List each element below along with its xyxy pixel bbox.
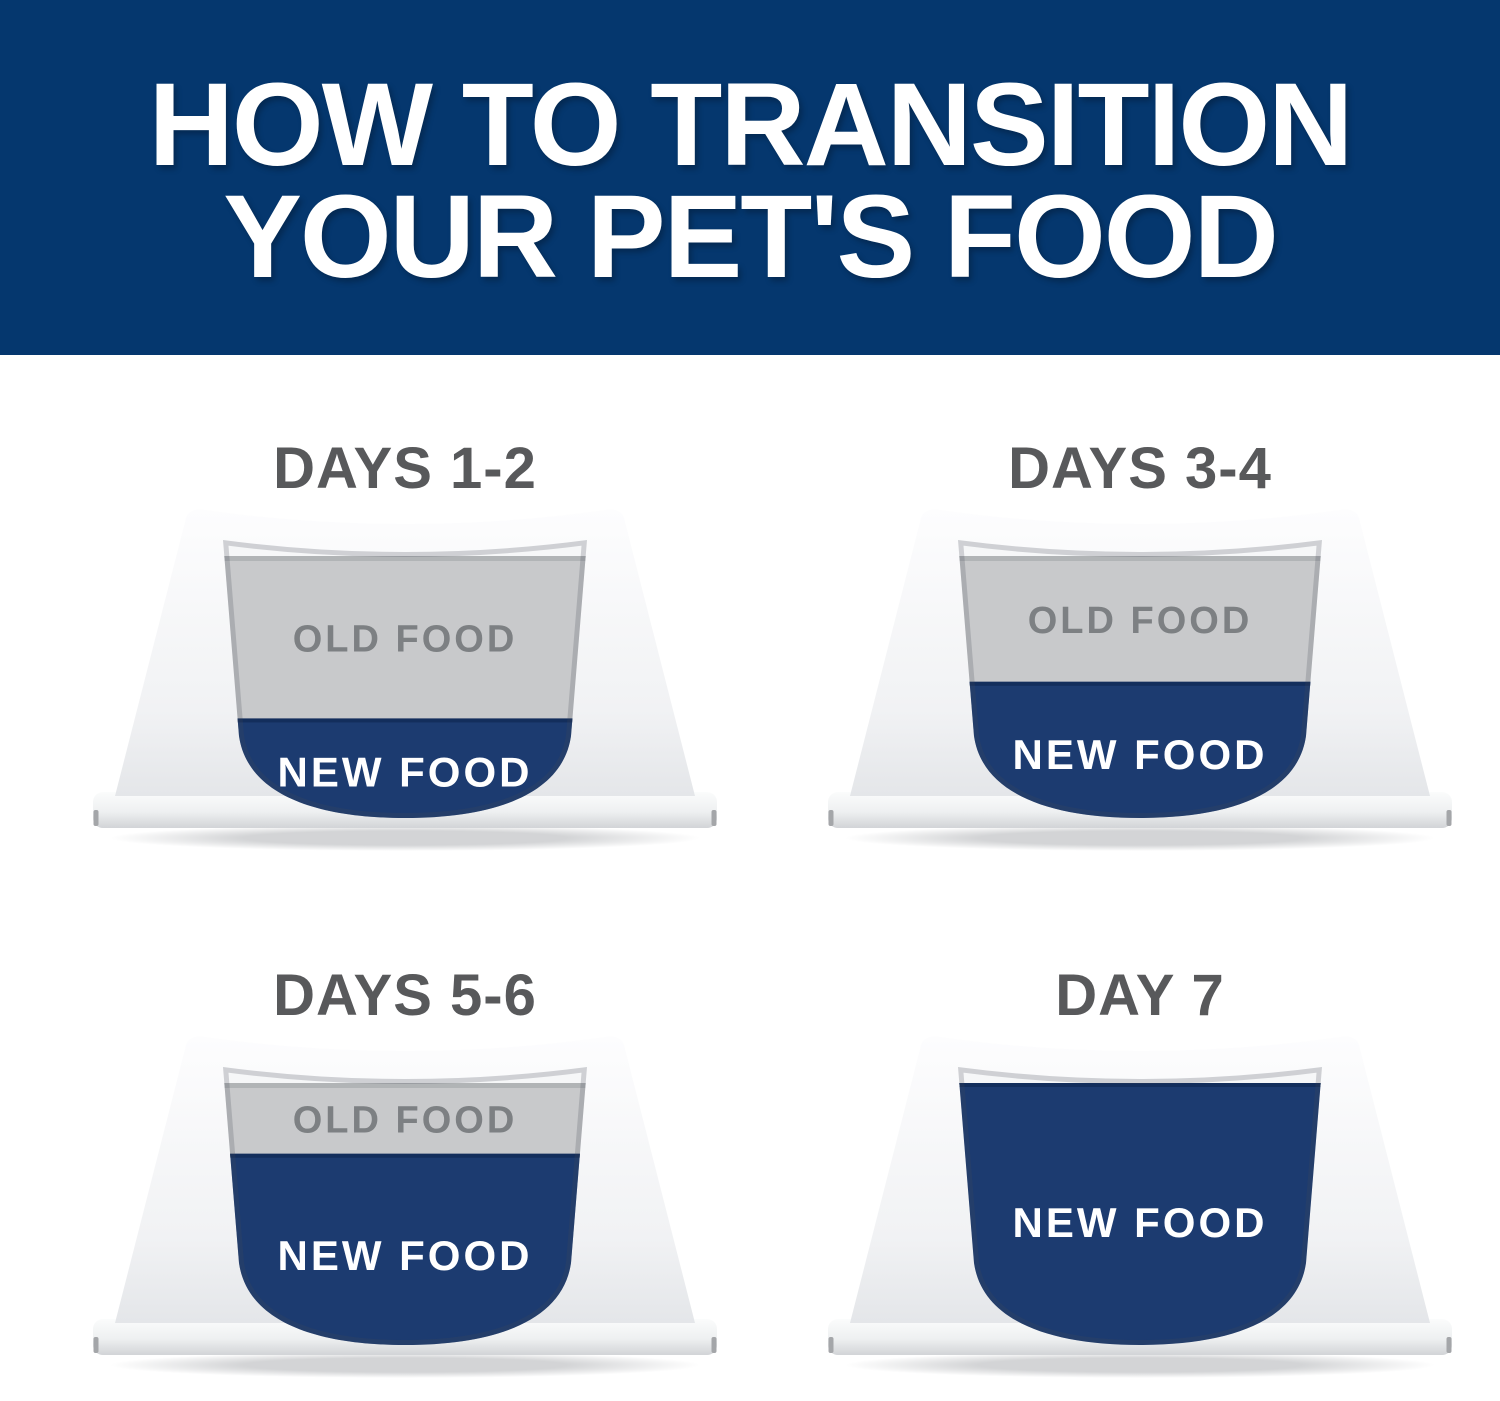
page-title-line-1: HOW TO TRANSITION <box>148 58 1354 191</box>
new-food-region <box>223 1153 587 1345</box>
bowl-base-notch-left <box>93 810 99 826</box>
old-food-top-shadow <box>223 556 587 561</box>
bowl-base-notch-right <box>711 810 717 826</box>
bowl-shadow <box>110 1352 700 1378</box>
bowl-shadow <box>110 825 700 851</box>
new-food-top-edge <box>958 1083 1322 1087</box>
bowl-graphic: OLD FOOD NEW FOOD <box>828 509 1452 851</box>
new-food-label: NEW FOOD <box>1013 1199 1268 1246</box>
old-food-label: OLD FOOD <box>293 618 518 660</box>
bowl-base-notch-right <box>711 1337 717 1353</box>
bowl-card-days-3-4: DAYS 3-4 OLD FOOD NEW FOOD <box>820 433 1460 864</box>
bowl-graphic: NEW FOOD <box>828 1036 1452 1378</box>
day-label: DAYS 3-4 <box>1008 436 1272 501</box>
day-label: DAYS 5-6 <box>273 963 537 1028</box>
new-food-label: NEW FOOD <box>278 1232 533 1279</box>
bowl-base-notch-right <box>1446 810 1452 826</box>
day-label: DAYS 1-2 <box>273 436 537 501</box>
bowl-base-notch-left <box>828 1337 834 1353</box>
bowl-grid: DAYS 1-2 OLD FOOD NEW FOOD DAYS 3-4 OLD F… <box>0 355 1500 1391</box>
old-food-label: OLD FOOD <box>1028 600 1253 642</box>
old-food-label: OLD FOOD <box>293 1099 518 1141</box>
header-banner: HOW TO TRANSITION YOUR PET'S FOOD <box>0 0 1500 355</box>
bowl-shadow <box>845 1352 1435 1378</box>
bowl-graphic: OLD FOOD NEW FOOD <box>93 1036 717 1378</box>
new-food-label: NEW FOOD <box>1013 731 1268 778</box>
bowl-base-notch-right <box>1446 1337 1452 1353</box>
bowl-graphic: OLD FOOD NEW FOOD <box>93 509 717 851</box>
bowl-shadow <box>845 825 1435 851</box>
day-label: DAY 7 <box>1055 963 1225 1028</box>
old-food-top-shadow <box>958 556 1322 561</box>
bowl-card-day-7: DAY 7 NEW FOOD <box>820 960 1460 1391</box>
new-food-top-edge <box>223 1153 587 1158</box>
new-food-top-edge <box>223 718 587 723</box>
bowl-base-notch-left <box>93 1337 99 1353</box>
page-title-line-2: YOUR PET'S FOOD <box>223 170 1279 303</box>
new-food-region <box>958 1083 1322 1345</box>
bowl-card-days-5-6: DAYS 5-6 OLD FOOD NEW FOOD <box>85 960 725 1391</box>
bowl-card-days-1-2: DAYS 1-2 OLD FOOD NEW FOOD <box>85 433 725 864</box>
new-food-top-edge <box>958 681 1322 686</box>
bowl-base-notch-left <box>828 810 834 826</box>
new-food-label: NEW FOOD <box>278 748 533 795</box>
old-food-top-shadow <box>223 1083 587 1088</box>
